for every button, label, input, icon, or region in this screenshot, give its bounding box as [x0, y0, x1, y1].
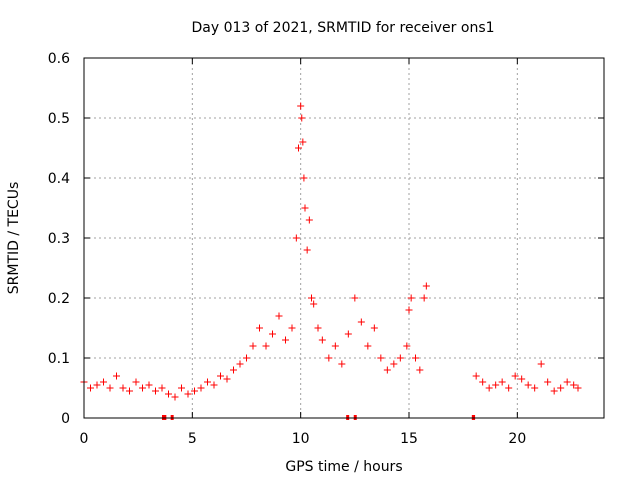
data-point	[492, 381, 500, 389]
data-point	[223, 375, 231, 383]
data-point	[570, 381, 578, 389]
data-point	[87, 384, 94, 392]
data-point	[390, 360, 398, 368]
data-point	[236, 360, 244, 368]
data-point	[544, 378, 552, 386]
data-point	[505, 384, 513, 392]
x-tick-label: 10	[292, 431, 310, 447]
data-point	[396, 354, 404, 362]
data-point	[479, 378, 487, 386]
data-point	[511, 372, 519, 380]
x-tick-label: 5	[188, 431, 197, 447]
data-point	[295, 144, 302, 152]
data-point	[113, 372, 120, 380]
data-point	[210, 381, 218, 389]
data-point	[405, 306, 413, 314]
data-point	[282, 336, 289, 344]
data-point	[100, 378, 107, 386]
data-point	[357, 318, 365, 326]
data-point	[126, 387, 133, 395]
data-point	[292, 234, 300, 242]
data-point	[537, 360, 545, 368]
data-point	[531, 384, 539, 392]
data-point	[383, 366, 391, 374]
data-point	[145, 381, 153, 389]
data-point	[524, 381, 532, 389]
data-point	[119, 384, 127, 392]
y-tick-label: 0.1	[48, 351, 70, 367]
data-point	[288, 324, 296, 332]
data-point	[269, 330, 276, 338]
data-point	[152, 387, 159, 395]
data-point	[420, 294, 428, 302]
data-point	[325, 354, 333, 362]
data-point	[370, 324, 378, 332]
data-point	[132, 378, 140, 386]
data-point	[303, 246, 311, 254]
data-point	[217, 372, 224, 380]
y-tick-label: 0	[61, 411, 70, 427]
data-point	[485, 384, 493, 392]
data-point	[230, 366, 237, 374]
data-point	[249, 342, 257, 350]
data-point	[256, 324, 263, 332]
data-point	[262, 342, 270, 350]
y-tick-label: 0.6	[48, 51, 70, 67]
data-point	[191, 387, 198, 395]
x-tick-label: 0	[80, 431, 89, 447]
data-point	[550, 387, 558, 395]
data-point	[139, 384, 146, 392]
data-points	[80, 102, 582, 401]
data-point	[158, 384, 166, 392]
data-point	[184, 390, 192, 398]
data-point	[351, 294, 359, 302]
y-tick-label: 0.4	[48, 171, 70, 187]
chart-title: Day 013 of 2021, SRMTID for receiver ons…	[191, 20, 494, 36]
data-point	[314, 324, 322, 332]
data-point	[498, 378, 506, 386]
data-point	[165, 390, 172, 398]
data-point	[297, 102, 305, 110]
y-tick-label: 0.3	[48, 231, 70, 247]
data-point	[305, 216, 313, 224]
data-point	[299, 138, 307, 146]
data-point	[301, 204, 309, 212]
y-tick-label: 0.5	[48, 111, 70, 127]
data-point	[178, 384, 185, 392]
data-point	[557, 384, 565, 392]
data-point	[344, 330, 352, 338]
y-axis-label: SRMTID / TECUs	[6, 182, 22, 295]
data-point	[338, 360, 346, 368]
data-point	[518, 375, 526, 383]
data-point	[204, 378, 211, 386]
data-point	[275, 312, 283, 320]
data-point	[171, 393, 179, 401]
data-point	[422, 282, 430, 290]
data-point	[563, 378, 571, 386]
data-point	[416, 366, 424, 374]
data-point	[300, 174, 308, 182]
data-point	[412, 354, 419, 362]
data-point	[298, 114, 306, 122]
data-point	[377, 354, 385, 362]
data-point	[93, 381, 101, 389]
data-point	[197, 384, 205, 392]
data-point	[243, 354, 250, 362]
data-point	[364, 342, 372, 350]
data-point	[407, 294, 415, 302]
x-axis-label: GPS time / hours	[285, 459, 402, 475]
data-point	[106, 384, 114, 392]
data-point	[472, 372, 480, 380]
x-tick-label: 20	[508, 431, 526, 447]
x-tick-label: 15	[400, 431, 418, 447]
y-tick-label: 0.2	[48, 291, 70, 307]
data-point	[310, 300, 318, 308]
data-point	[574, 384, 582, 392]
data-point	[308, 294, 315, 302]
data-point	[331, 342, 339, 350]
data-point	[318, 336, 326, 344]
axes: 0 0.1 0.2 0.3 0.4 0.5 0.6 0 5 10 15 20	[48, 51, 604, 447]
data-point	[403, 342, 411, 350]
